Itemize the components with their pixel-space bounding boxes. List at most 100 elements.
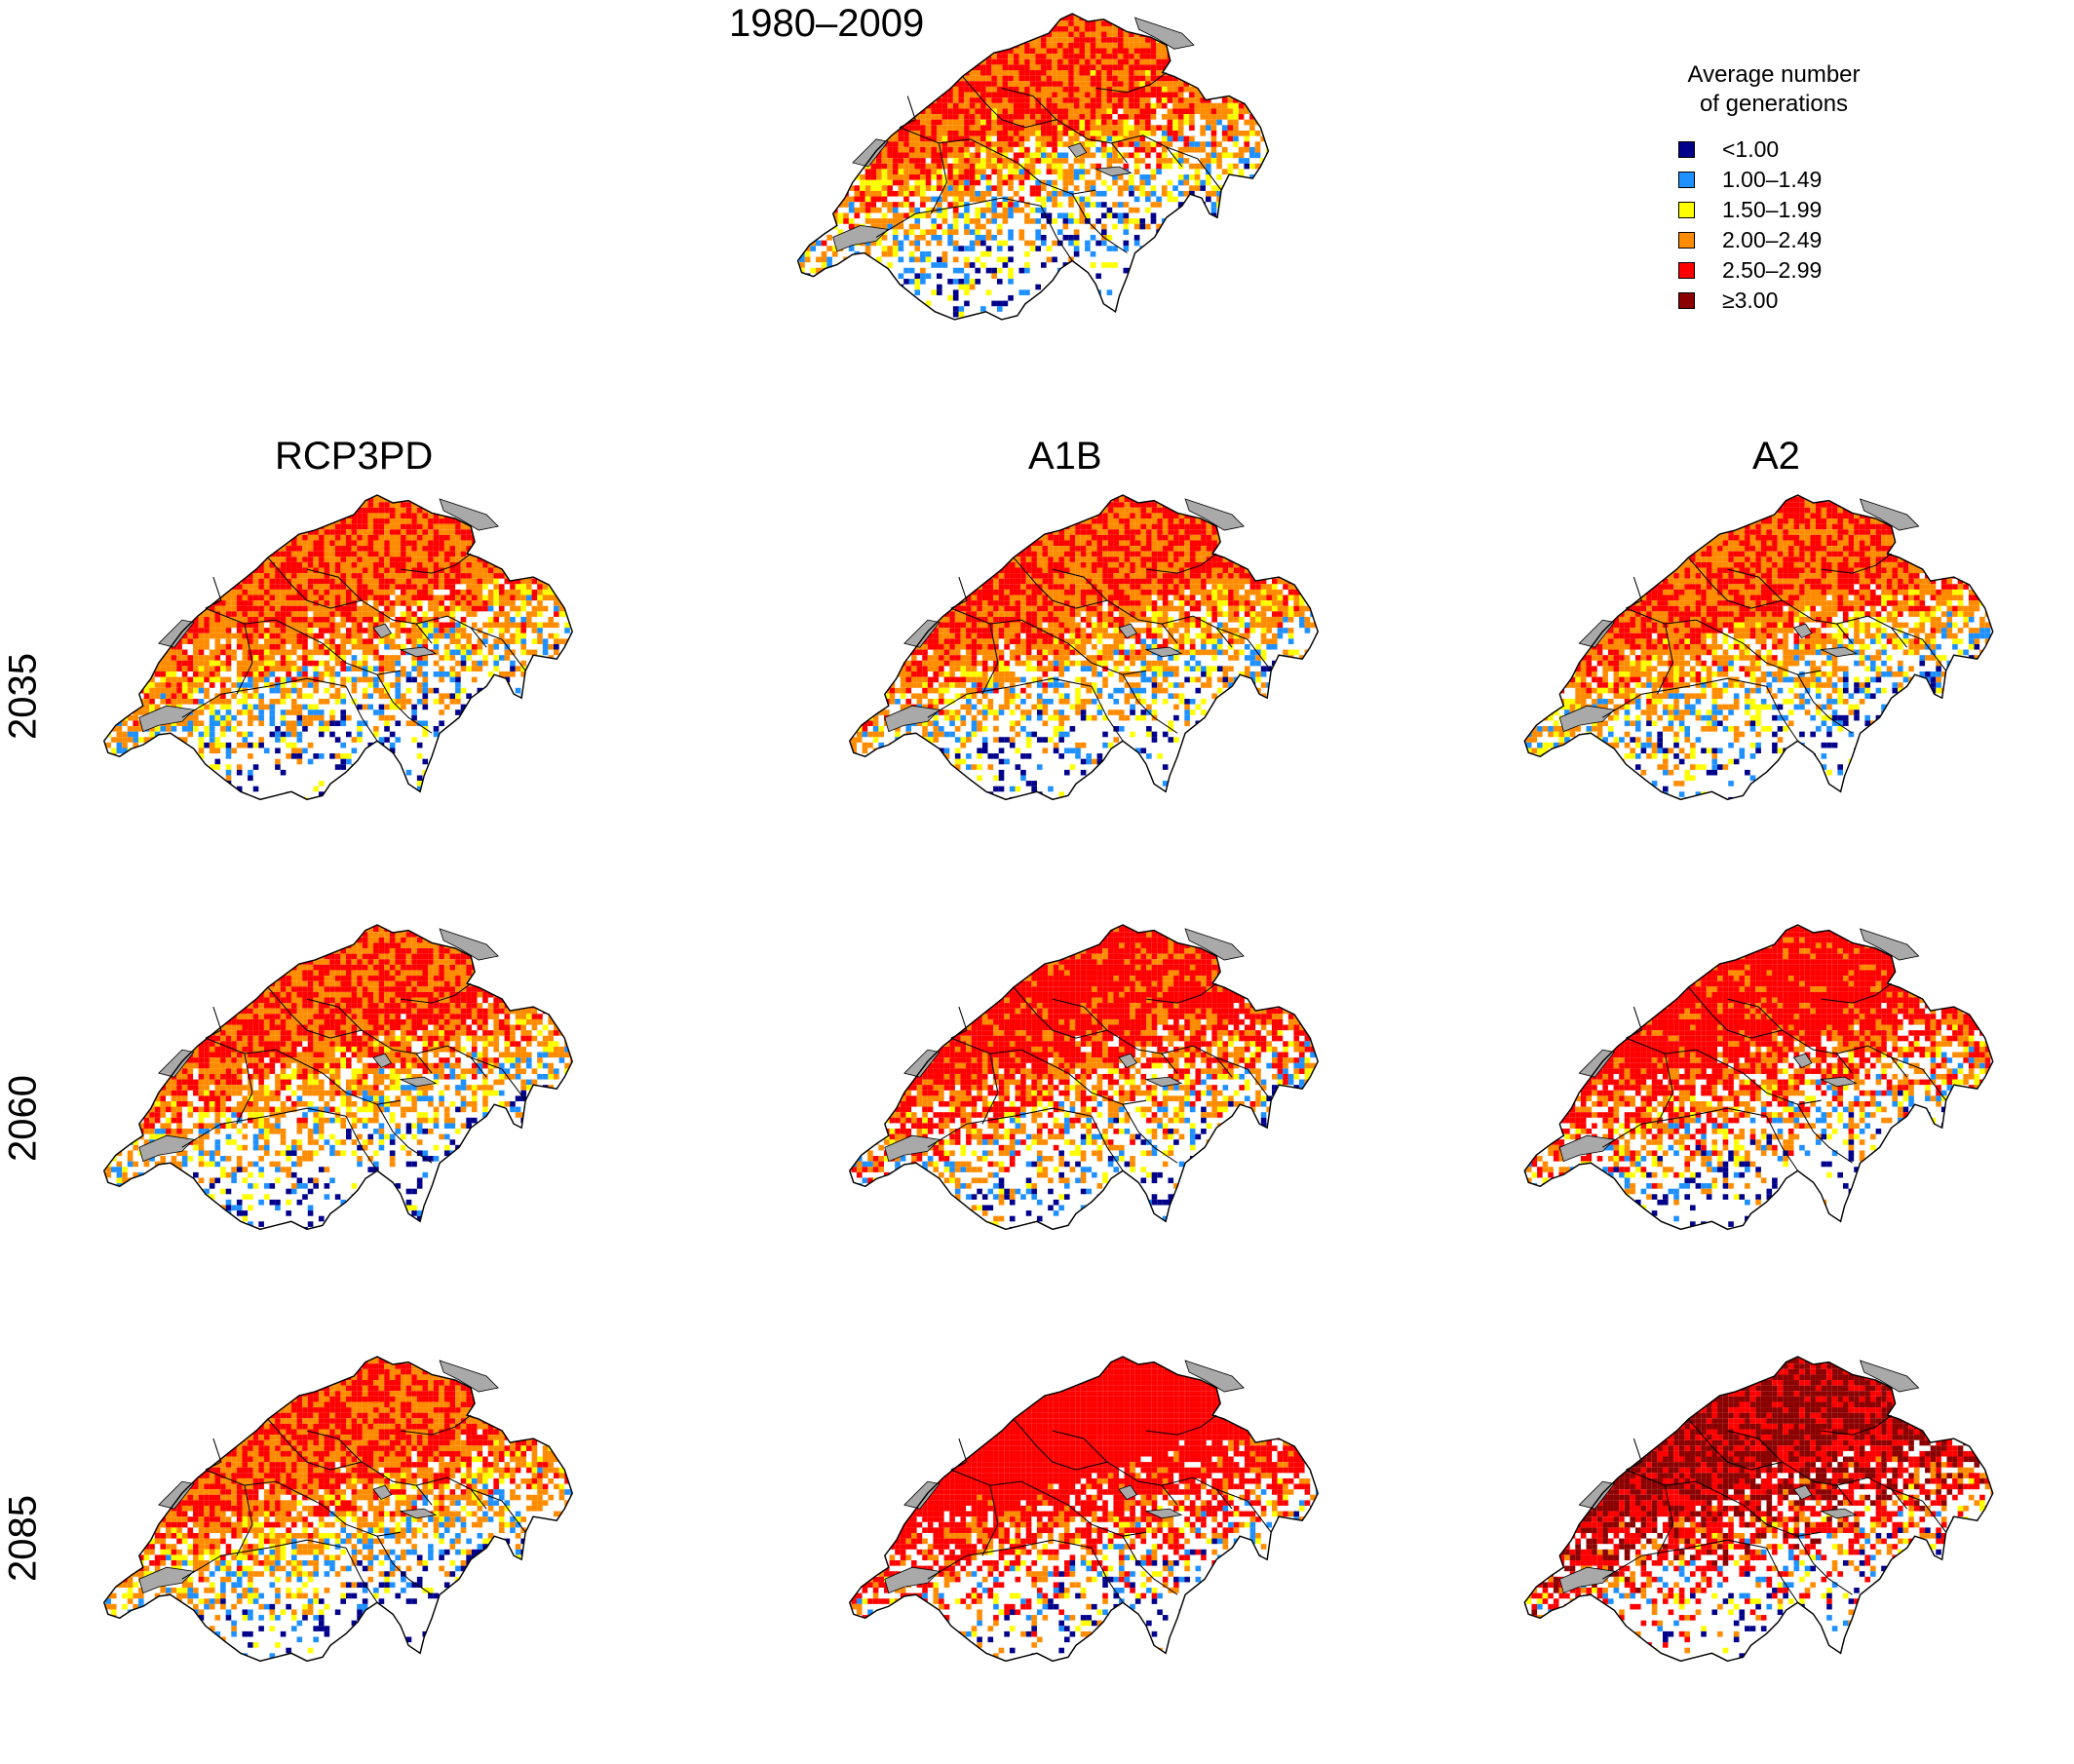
canton-border: [1766, 1547, 1798, 1603]
country-outline: [848, 494, 1320, 801]
canton-border: [1797, 1103, 1853, 1164]
canton-border: [1688, 1418, 1783, 1471]
lake: [158, 1480, 195, 1510]
lake: [1094, 166, 1133, 177]
canton-border: [1743, 642, 1822, 675]
lake: [832, 224, 889, 252]
canton-border: [899, 127, 1018, 164]
lake: [1859, 1360, 1920, 1393]
column-title-rcp3pd: RCP3PD: [275, 435, 433, 479]
canton-border: [1626, 1037, 1744, 1074]
legend-title-line1: Average number: [1647, 60, 1901, 90]
legend-swatch: [1678, 202, 1695, 218]
canton-border: [981, 1054, 999, 1125]
canton-border: [306, 998, 363, 1031]
canton-border: [1145, 553, 1217, 574]
canton-border: [470, 1488, 526, 1533]
canton-border: [981, 1485, 999, 1556]
canton-border: [376, 1535, 433, 1595]
lake: [399, 646, 438, 658]
lake: [399, 1076, 438, 1088]
canton-border: [267, 986, 363, 1039]
canton-border: [1013, 1418, 1108, 1471]
lake: [138, 1134, 195, 1163]
lake: [1792, 1484, 1813, 1501]
canton-border: [1166, 146, 1222, 191]
legend-label: ≥3.00: [1722, 288, 1778, 314]
canton-border: [1656, 624, 1673, 695]
lake: [1578, 1480, 1616, 1510]
canton-border: [1215, 627, 1272, 671]
country-outline: [1523, 924, 1994, 1231]
canton-border: [400, 982, 472, 1004]
country-outline: [796, 13, 1270, 321]
legend-label: 1.00–1.49: [1722, 167, 1822, 193]
canton-border: [1891, 627, 1947, 671]
canton-border: [181, 1107, 347, 1148]
lake: [1558, 705, 1616, 733]
canton-border: [1091, 685, 1124, 742]
map-1980-2009: [796, 13, 1270, 321]
canton-border: [1052, 998, 1108, 1031]
canton-border: [181, 677, 347, 718]
legend-item: 1.00–1.49: [1678, 165, 1901, 195]
canton-border: [1743, 1072, 1822, 1105]
legend-item: 2.50–2.99: [1678, 255, 1901, 286]
canton-border: [1688, 556, 1783, 609]
canton-border: [930, 142, 947, 214]
canton-border: [1111, 134, 1183, 168]
canton-border: [1106, 1029, 1178, 1074]
canton-border: [950, 1037, 1069, 1074]
canton-border: [1891, 1056, 1947, 1101]
raster-cells: [1524, 495, 1993, 800]
canton-border: [1013, 986, 1108, 1039]
country-outline: [102, 924, 574, 1231]
lake: [1558, 1566, 1616, 1594]
canton-border: [306, 568, 363, 601]
lake: [903, 1480, 941, 1510]
lake: [1859, 928, 1920, 961]
canton-border: [1161, 615, 1233, 648]
canton-border: [1688, 986, 1783, 1039]
canton-border: [470, 627, 526, 671]
canton-border: [1602, 1539, 1767, 1580]
canton-border: [1626, 1469, 1744, 1506]
lake: [372, 1053, 393, 1069]
canton-border: [1797, 673, 1853, 734]
canton-border: [236, 1054, 253, 1125]
canton-border: [1782, 599, 1853, 644]
map-a2-2085: [1523, 1356, 1994, 1663]
canton-border: [415, 1045, 487, 1078]
lake: [1558, 1134, 1616, 1163]
canton-border: [1602, 1107, 1767, 1148]
canton-border: [1001, 88, 1057, 121]
canton-border: [950, 1469, 1069, 1506]
legend-label: 2.50–2.99: [1722, 257, 1822, 284]
raster-cells: [1524, 1357, 1993, 1662]
lake: [1820, 646, 1858, 658]
canton-border: [1782, 1461, 1853, 1506]
canton-border: [1095, 72, 1168, 94]
legend-item: ≥3.00: [1678, 286, 1901, 316]
canton-border: [236, 1485, 253, 1556]
canton-border: [415, 1476, 487, 1510]
lake: [1067, 142, 1088, 158]
lake: [399, 1508, 438, 1519]
lake: [439, 1360, 499, 1393]
legend-swatch: [1678, 141, 1695, 158]
canton-border: [1727, 1430, 1783, 1463]
canton-border: [400, 553, 472, 574]
canton-border: [1122, 1535, 1178, 1595]
canton-border: [1091, 1115, 1124, 1171]
canton-border: [306, 1430, 363, 1463]
lake: [138, 705, 195, 733]
canton-border: [1052, 568, 1108, 601]
canton-border: [1067, 1072, 1147, 1105]
canton-border: [1727, 998, 1783, 1031]
canton-border: [875, 197, 1042, 238]
lake: [903, 619, 941, 648]
lake: [1118, 1484, 1138, 1501]
lake: [1144, 646, 1183, 658]
lake: [1118, 1053, 1138, 1069]
map-rcp3pd-2085: [102, 1356, 574, 1663]
